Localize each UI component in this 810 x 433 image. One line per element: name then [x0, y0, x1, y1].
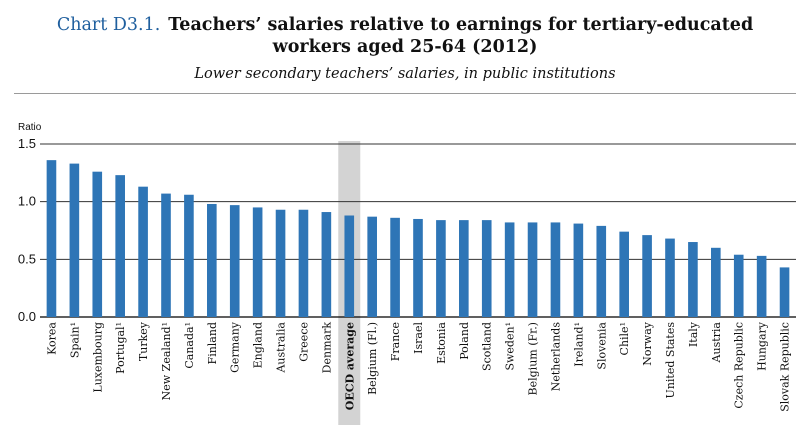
axes: 0.0 0.5 1.0 1.5 Ratio [18, 122, 42, 324]
y-tick-label: 1.0 [18, 194, 36, 209]
category-label: Turkey [137, 321, 150, 361]
bar [275, 209, 286, 317]
y-tick-label: 0.0 [18, 309, 36, 324]
category-label: Chile¹ [618, 322, 631, 355]
bar [459, 220, 469, 317]
category-label: Germany [229, 321, 242, 373]
category-label: Portugal¹ [114, 322, 127, 374]
bar [69, 163, 80, 317]
category-label: Sweden¹ [504, 322, 517, 371]
category-label: Denmark [320, 322, 333, 374]
category-label: Belgium (Fr.) [527, 322, 540, 395]
bar [527, 222, 538, 317]
category-label: France [389, 322, 402, 361]
bar [550, 222, 561, 317]
bar [711, 247, 721, 317]
category-label: Ireland¹ [572, 322, 585, 367]
category-label: Finland [206, 322, 219, 364]
bar [390, 217, 400, 317]
chart-title: Chart D3.1. Teachers’ salaries relative t… [0, 14, 810, 58]
category-label: Australia [275, 322, 288, 374]
title-line-2: workers aged 25-64 (2012) [272, 37, 538, 57]
category-label: Greece [297, 322, 310, 362]
bar [298, 209, 309, 317]
category-label: Poland [458, 322, 471, 360]
bar [138, 186, 148, 317]
bar [367, 216, 377, 317]
category-label: Israel [412, 322, 425, 354]
bar [184, 194, 194, 317]
bar [92, 171, 103, 317]
bar [436, 220, 446, 317]
category-label: New Zealand¹ [160, 322, 173, 400]
bar [665, 238, 675, 317]
bar [321, 212, 332, 317]
category-label: Korea [45, 322, 58, 355]
bar [733, 254, 744, 317]
category-label: Italy [687, 321, 700, 347]
title-divider [14, 93, 796, 94]
chart-number: Chart D3.1. [56, 15, 161, 35]
bar [413, 218, 423, 317]
bar [252, 207, 263, 317]
category-label: Scotland [481, 322, 494, 371]
category-labels: Korea Spain¹ Luxembourg Portugal¹ Turkey New … [45, 321, 791, 412]
bar [46, 160, 57, 317]
chart-subtitle: Lower secondary teachers’ salaries, in p… [194, 66, 616, 82]
category-label: Slovenia [595, 322, 608, 370]
bar [344, 215, 355, 317]
category-label: Netherlands [549, 322, 562, 392]
y-axis-label: Ratio [18, 122, 42, 133]
y-tick-label: 1.5 [18, 136, 36, 151]
category-label: Hungary [756, 321, 769, 371]
category-label: Estonia [435, 322, 448, 364]
bar [207, 203, 217, 317]
category-label: Norway [641, 321, 654, 365]
bar [573, 223, 584, 317]
category-label: United States [664, 322, 677, 399]
category-label: Belgium (Fl.) [366, 322, 379, 395]
category-label: Czech Republic [733, 322, 746, 409]
category-label: Luxembourg [91, 322, 104, 393]
bar [596, 225, 607, 317]
bar [481, 220, 492, 317]
category-label: Austria [710, 322, 723, 364]
category-label: Spain¹ [68, 322, 81, 358]
bars [46, 160, 790, 317]
bar [619, 231, 629, 317]
bar [779, 267, 790, 317]
category-label: Canada¹ [183, 322, 196, 369]
y-tick-label: 0.5 [18, 251, 36, 266]
category-label: OECD average [343, 322, 356, 410]
category-label: Slovak Republic [779, 322, 792, 412]
bar [161, 193, 171, 317]
bar [756, 255, 767, 317]
bar [115, 175, 125, 317]
bar [642, 235, 652, 317]
bar [688, 242, 698, 317]
bar [504, 222, 515, 317]
bar [229, 205, 240, 317]
title-text-1: Teachers’ salaries relative to earnings … [168, 15, 754, 35]
category-label: England [252, 322, 265, 368]
title-line-1: Chart D3.1. Teachers’ salaries relative t… [0, 14, 810, 36]
